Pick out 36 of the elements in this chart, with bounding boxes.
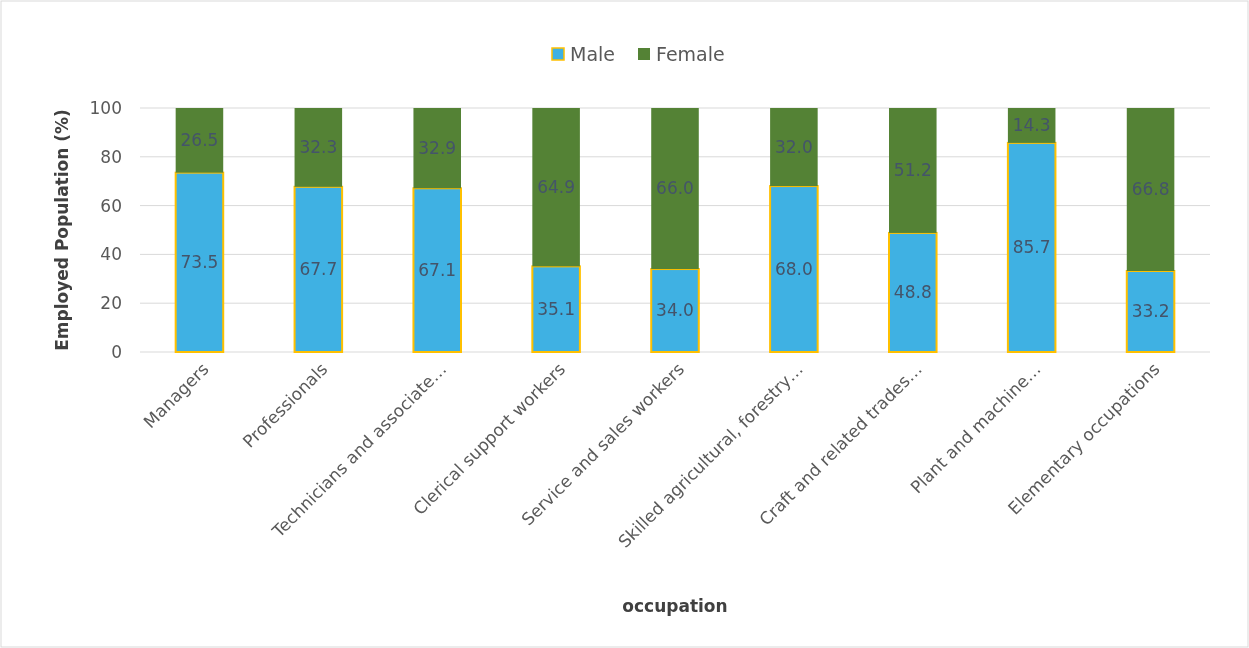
y-tick-label: 0 bbox=[111, 341, 122, 362]
bar bbox=[651, 108, 699, 270]
bar bbox=[175, 108, 224, 173]
bar bbox=[531, 265, 581, 353]
y-tick-label: 80 bbox=[100, 146, 122, 167]
bar bbox=[412, 187, 462, 353]
legend-label: Male bbox=[570, 42, 616, 65]
y-tick-label: 20 bbox=[100, 293, 122, 314]
x-axis-title: occupation bbox=[622, 596, 728, 616]
bar bbox=[1126, 108, 1175, 271]
bar bbox=[889, 108, 937, 233]
data-label: 67.7 bbox=[299, 259, 338, 280]
bar bbox=[888, 231, 938, 353]
bar bbox=[293, 185, 344, 353]
data-label: 68.0 bbox=[774, 258, 813, 279]
data-label: 33.2 bbox=[1131, 301, 1170, 322]
data-label: 34.0 bbox=[656, 300, 694, 321]
data-label: 67.1 bbox=[418, 260, 457, 281]
bar bbox=[174, 171, 225, 353]
legend-label: Female bbox=[656, 42, 725, 65]
bar bbox=[770, 108, 818, 187]
data-label: 73.5 bbox=[180, 252, 219, 273]
bar bbox=[650, 268, 700, 353]
bar bbox=[532, 108, 580, 267]
data-label: 35.1 bbox=[537, 299, 576, 320]
data-label: 48.8 bbox=[893, 282, 932, 303]
y-tick-label: 100 bbox=[89, 97, 122, 118]
bar bbox=[1006, 141, 1057, 353]
y-tick-label: 60 bbox=[100, 195, 122, 216]
bar bbox=[294, 108, 343, 187]
y-tick-label: 40 bbox=[100, 244, 122, 265]
bar bbox=[769, 185, 819, 353]
bar bbox=[1125, 269, 1176, 353]
bar bbox=[413, 108, 461, 189]
y-axis-title: Employed Population (%) bbox=[52, 109, 72, 351]
data-label: 85.7 bbox=[1012, 237, 1051, 258]
